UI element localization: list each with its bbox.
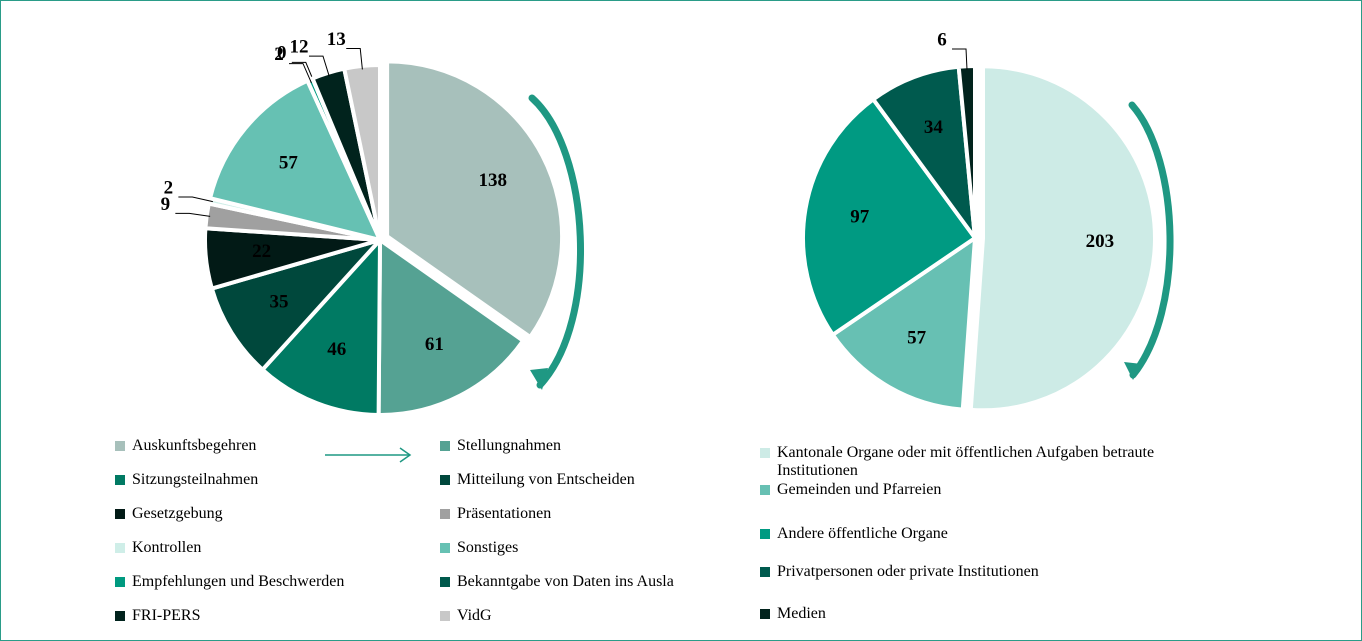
legend-swatch bbox=[115, 611, 125, 621]
curved-arrow bbox=[528, 94, 584, 389]
leader-line bbox=[308, 55, 330, 77]
legend-label: Sonstiges bbox=[457, 539, 519, 556]
arrow-head bbox=[530, 368, 548, 390]
arrow-head bbox=[1124, 362, 1142, 380]
legend-label: Präsentationen bbox=[457, 505, 552, 522]
legend-swatch bbox=[760, 485, 770, 495]
legend-item: Kantonale Organe oder mit öffentlichen A… bbox=[760, 444, 1230, 480]
pie-slice bbox=[385, 59, 565, 340]
pie-slice bbox=[830, 234, 978, 412]
pie-slice bbox=[376, 236, 526, 417]
legend-label: Medien bbox=[777, 605, 826, 622]
legend-label: Sitzungsteilnahmen bbox=[132, 471, 259, 488]
legend-swatch bbox=[440, 475, 450, 485]
data-label: 12 bbox=[289, 36, 308, 57]
legend-item: Mitteilung von Entscheiden bbox=[440, 471, 740, 489]
legend-item: Präsentationen bbox=[440, 505, 740, 523]
legend-swatch bbox=[760, 529, 770, 539]
legend-item: Gemeinden und Pfarreien bbox=[760, 481, 1230, 499]
legend-item: FRI-PERS bbox=[115, 607, 415, 625]
leader-line bbox=[178, 196, 213, 203]
legend-item: Bekanntgabe von Daten ins Ausla bbox=[440, 573, 740, 591]
legend-label: Stellungnahmen bbox=[457, 437, 561, 454]
pie-slice bbox=[259, 234, 383, 418]
legend-item: Sonstiges bbox=[440, 539, 740, 557]
legend-swatch bbox=[760, 609, 770, 619]
legend-swatch bbox=[760, 448, 770, 458]
data-label: 138 bbox=[478, 170, 507, 191]
legend-swatch bbox=[760, 567, 770, 577]
data-label: 2 bbox=[274, 44, 284, 65]
legend-item: Kontrollen bbox=[115, 539, 415, 557]
legend-label: Mitteilung von Entscheiden bbox=[457, 471, 635, 488]
legend-label: Gesetzgebung bbox=[132, 505, 223, 522]
legend-swatch bbox=[440, 543, 450, 553]
legend-label: VidG bbox=[457, 607, 492, 624]
legend-label: Andere öffentliche Organe bbox=[777, 525, 948, 542]
data-label: 57 bbox=[279, 152, 299, 173]
legend-item: Empfehlungen und Beschwerden bbox=[115, 573, 415, 591]
data-label: 97 bbox=[850, 207, 870, 228]
data-label: 22 bbox=[252, 241, 271, 262]
legend-label: Auskunftsbegehren bbox=[132, 437, 257, 454]
data-label: 203 bbox=[1086, 231, 1115, 252]
legend-item: Sitzungsteilnahmen bbox=[115, 471, 415, 489]
legend-swatch bbox=[115, 509, 125, 519]
legend-item: VidG bbox=[440, 607, 740, 625]
legend-label: Kantonale Organe oder mit öffentlichen A… bbox=[777, 444, 1155, 479]
data-label: 13 bbox=[327, 29, 346, 50]
legend-item: Privatpersonen oder private Institutione… bbox=[760, 563, 1230, 581]
legend-swatch bbox=[440, 611, 450, 621]
legend-label: Kontrollen bbox=[132, 539, 202, 556]
legend-label: FRI-PERS bbox=[132, 607, 201, 624]
leader-line bbox=[289, 63, 312, 84]
curved-arrow bbox=[1128, 101, 1174, 379]
data-label: 34 bbox=[924, 117, 944, 138]
data-label: 46 bbox=[327, 339, 346, 360]
legend-swatch bbox=[440, 509, 450, 519]
legend-item: Stellungnahmen bbox=[440, 437, 740, 455]
legend-swatch bbox=[440, 577, 450, 587]
pie-slice bbox=[968, 64, 1157, 413]
data-label: 2 bbox=[164, 177, 174, 198]
data-label: 35 bbox=[270, 291, 289, 312]
legend-label: Empfehlungen und Beschwerden bbox=[132, 573, 345, 590]
leader-line bbox=[175, 212, 211, 217]
legend-swatch bbox=[115, 475, 125, 485]
legend-swatch bbox=[440, 441, 450, 451]
legend-swatch bbox=[115, 441, 125, 451]
data-label: 9 bbox=[161, 194, 171, 215]
leader-line bbox=[346, 48, 363, 70]
data-label: 0 bbox=[277, 43, 287, 64]
legend-label: Privatpersonen oder private Institutione… bbox=[777, 563, 1039, 580]
legend-item: Medien bbox=[760, 605, 1230, 623]
legend-label: Gemeinden und Pfarreien bbox=[777, 481, 942, 498]
pie-slice bbox=[207, 78, 384, 243]
legend-swatch bbox=[115, 543, 125, 553]
leader-line bbox=[952, 48, 968, 70]
legend-item: Auskunftsbegehren bbox=[115, 437, 415, 455]
data-label: 57 bbox=[907, 328, 927, 349]
legend-item: Andere öffentliche Organe bbox=[760, 525, 1230, 543]
data-label: 61 bbox=[425, 334, 444, 355]
legend-swatch bbox=[115, 577, 125, 587]
leader-line bbox=[291, 61, 315, 82]
legend-label: Bekanntgabe von Daten ins Ausla bbox=[457, 573, 674, 590]
pie-slice bbox=[801, 96, 978, 338]
legend-arrow-head bbox=[399, 447, 412, 463]
data-label: 6 bbox=[937, 29, 947, 50]
legend-item: Gesetzgebung bbox=[115, 505, 415, 523]
